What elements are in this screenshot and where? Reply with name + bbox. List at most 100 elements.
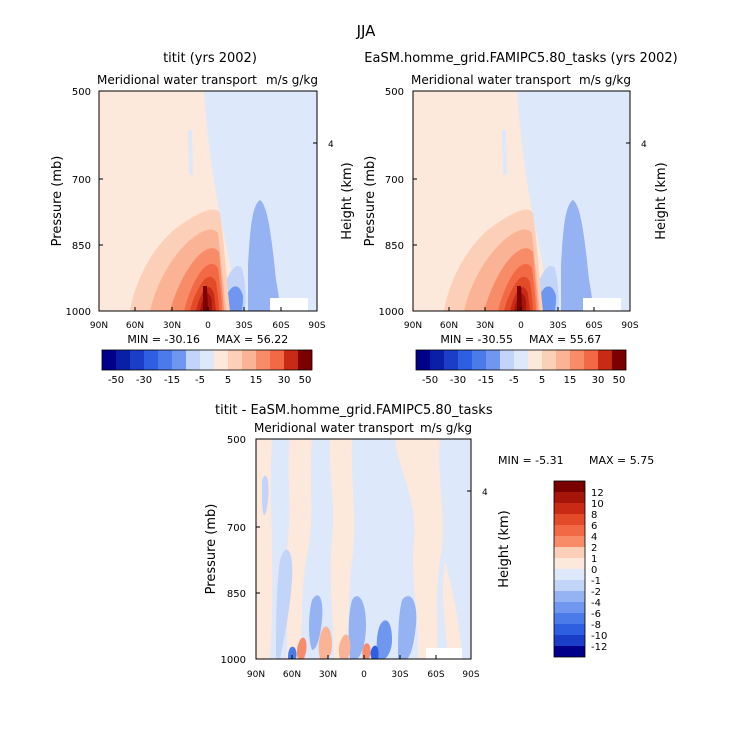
y-axis-label: Pressure (mb) xyxy=(50,156,65,247)
x-tick-label: 0 xyxy=(361,670,367,680)
colorbar-swatch xyxy=(430,350,444,370)
x-tick-label: 30N xyxy=(319,670,337,680)
missing-data-patch xyxy=(583,298,621,311)
colorbar-level-label: 10 xyxy=(591,499,604,510)
x-tick-label: 60N xyxy=(283,670,301,680)
y-axis-label: Pressure (mb) xyxy=(204,504,219,595)
colorbar-level-label: -12 xyxy=(591,642,607,653)
contour-field xyxy=(256,439,471,659)
colorbar-swatch xyxy=(554,591,585,602)
colorbar-swatch xyxy=(554,492,585,503)
colorbar-swatch xyxy=(554,569,585,580)
y-tick-label: 500 xyxy=(72,87,91,98)
max-label: MAX = 55.67 xyxy=(529,333,601,346)
colorbar-swatch xyxy=(200,350,214,370)
colorbar-swatch xyxy=(270,350,284,370)
colorbar-swatch xyxy=(102,350,116,370)
x-axis: 90N 60N 30N 0 30S 60S 90S xyxy=(404,307,639,331)
y-axis-label: Pressure (mb) xyxy=(363,156,378,247)
panel-subtitle-left: Meridional water transport xyxy=(97,73,257,87)
panel-subtitle-right: m/s g/kg xyxy=(266,73,318,87)
colorbar-swatch xyxy=(554,602,585,613)
colorbar-frame xyxy=(415,349,627,371)
colorbar-swatch xyxy=(554,558,585,569)
colorbar-swatch xyxy=(144,350,158,370)
y2-axis-label: Height (km) xyxy=(654,162,669,239)
colorbar-level-label: 2 xyxy=(591,543,597,554)
x-tick-label: 90N xyxy=(90,321,108,331)
x-tick-label: 60S xyxy=(272,321,289,331)
colorbar-swatch xyxy=(444,350,458,370)
contour-positive-patch xyxy=(329,439,355,659)
y-axis: 500 700 850 1000 Pressure (mb) xyxy=(204,435,260,666)
colorbar-swatch xyxy=(214,350,228,370)
missing-data-patch xyxy=(426,648,462,659)
y2-tick-label: 4 xyxy=(641,140,647,150)
colorbar: -50 -30 -15 -5 5 15 30 50 xyxy=(101,349,313,386)
colorbar-level-label: 30 xyxy=(278,375,291,386)
panel-subtitle-right: m/s g/kg xyxy=(420,421,472,435)
colorbar-swatch xyxy=(612,350,626,370)
x-tick-label: 90N xyxy=(247,670,265,680)
colorbar-swatch xyxy=(228,350,242,370)
colorbar-swatch xyxy=(186,350,200,370)
x-tick-label: 30N xyxy=(163,321,181,331)
y2-axis: 4 Height (km) xyxy=(626,140,669,240)
colorbar-level-label: -15 xyxy=(478,375,494,386)
x-tick-label: 60S xyxy=(585,321,602,331)
panel-model-2: EaSM.homme_grid.FAMIPC5.80_tasks (yrs 20… xyxy=(363,51,678,386)
colorbar-level-label: -15 xyxy=(164,375,180,386)
colorbar-level-label: -30 xyxy=(136,375,152,386)
colorbar-swatch xyxy=(554,580,585,591)
panel-subtitle-left: Meridional water transport xyxy=(254,421,414,435)
y-tick-label: 500 xyxy=(227,435,246,446)
colorbar-swatch xyxy=(500,350,514,370)
y-tick-label: 500 xyxy=(385,87,404,98)
x-tick-label: 30S xyxy=(549,321,566,331)
y-axis: 500 700 850 1000 Pressure (mb) xyxy=(50,87,103,318)
min-label: MIN = -30.55 xyxy=(440,333,513,346)
colorbar-level-label: 6 xyxy=(591,521,597,532)
x-axis: 90N 60N 30N 0 30S 60S 90S xyxy=(90,307,326,331)
colorbar-level-label: -1 xyxy=(591,576,601,587)
colorbar-swatch xyxy=(130,350,144,370)
colorbar-swatch xyxy=(554,547,585,558)
x-tick-label: 90S xyxy=(621,321,638,331)
colorbar-level-label: -50 xyxy=(422,375,438,386)
colorbar-swatch xyxy=(598,350,612,370)
contour-positive-spot xyxy=(318,626,332,659)
y-tick-label: 700 xyxy=(227,523,246,534)
contour-negative-patch xyxy=(561,200,593,311)
x-tick-label: 60S xyxy=(427,670,444,680)
min-label: MIN = -5.31 xyxy=(498,454,564,467)
colorbar-level-label: 50 xyxy=(613,375,626,386)
x-tick-label: 90S xyxy=(308,321,325,331)
contour-negative-patch xyxy=(248,200,280,311)
x-tick-label: 60N xyxy=(126,321,144,331)
x-tick-label: 90N xyxy=(404,321,422,331)
colorbar-swatch xyxy=(284,350,298,370)
colorbar-swatch xyxy=(584,350,598,370)
colorbar-level-label: 15 xyxy=(250,375,263,386)
colorbar-level-label: 50 xyxy=(299,375,312,386)
y-tick-label: 850 xyxy=(385,241,404,252)
colorbar-level-label: 8 xyxy=(591,510,597,521)
colorbar-level-label: 4 xyxy=(591,532,597,543)
y2-axis-label: Height (km) xyxy=(340,162,355,239)
figure-title: JJA xyxy=(356,22,377,40)
colorbar-level-label: -4 xyxy=(591,598,601,609)
colorbar-frame xyxy=(553,480,586,658)
colorbar-level-label: -8 xyxy=(591,620,601,631)
colorbar-level-label: -5 xyxy=(509,375,519,386)
contour-negative-patch xyxy=(262,475,269,515)
colorbar-swatch xyxy=(554,624,585,635)
colorbar-swatch xyxy=(556,350,570,370)
contour-negative-patch xyxy=(376,620,392,659)
y-axis: 500 700 850 1000 Pressure (mb) xyxy=(363,87,417,318)
panel-title: titit - EaSM.homme_grid.FAMIPC5.80_tasks xyxy=(215,403,493,418)
min-label: MIN = -30.16 xyxy=(127,333,200,346)
x-axis: 90N 60N 30N 0 30S 60S 90S xyxy=(247,655,480,680)
colorbar-swatch xyxy=(554,646,585,657)
colorbar-swatch xyxy=(570,350,584,370)
